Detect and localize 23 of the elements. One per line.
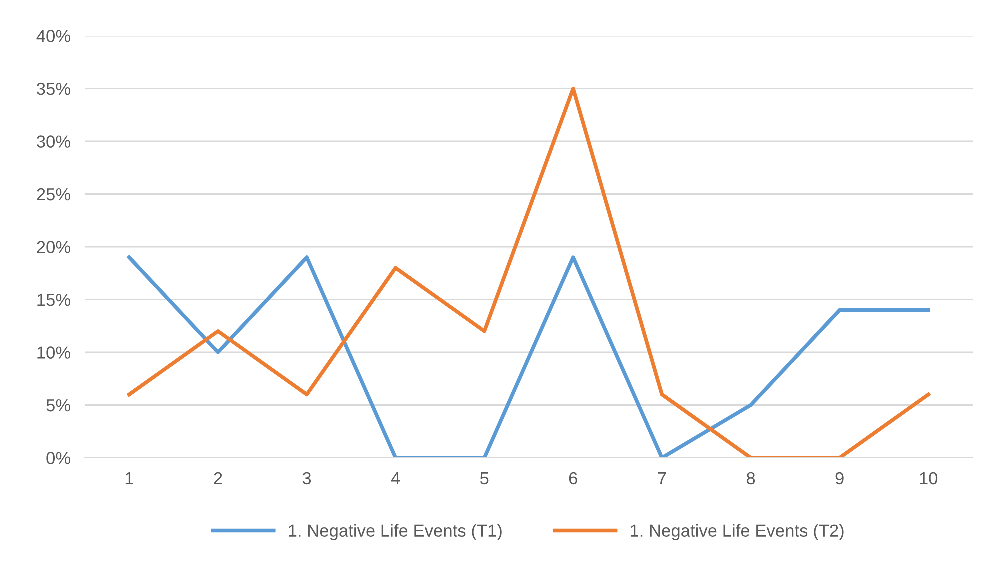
y-tick-label: 35%	[37, 82, 70, 96]
x-tick-label: 5	[480, 472, 489, 485]
x-tick-label: 1	[126, 472, 134, 484]
y-tick-label: 20%	[37, 241, 70, 254]
x-tick-label: 8	[746, 472, 756, 485]
x-tick-label: 4	[391, 472, 400, 484]
y-tick-label: 40%	[36, 30, 70, 42]
x-tick-label: 7	[658, 472, 666, 484]
x-tick-label: 9	[836, 472, 844, 485]
x-tick-label: 3	[302, 472, 312, 485]
line-series	[128, 86, 930, 458]
x-tick-label: 2	[214, 472, 222, 484]
x-tick-label: 10	[920, 472, 938, 485]
y-tick-label: 0%	[46, 452, 70, 464]
legend-label: 1. Negative Life Events (T2)	[631, 524, 844, 540]
y-tick-label: 5%	[46, 399, 70, 412]
x-tick-label: 6	[569, 472, 578, 485]
line-series	[128, 256, 930, 458]
legend-label: 1. Negative Life Events (T1)	[289, 524, 502, 540]
y-tick-label: 25%	[37, 188, 70, 201]
y-tick-label: 30%	[37, 136, 70, 148]
y-tick-label: 10%	[38, 346, 70, 359]
y-tick-label: 15%	[38, 294, 70, 306]
